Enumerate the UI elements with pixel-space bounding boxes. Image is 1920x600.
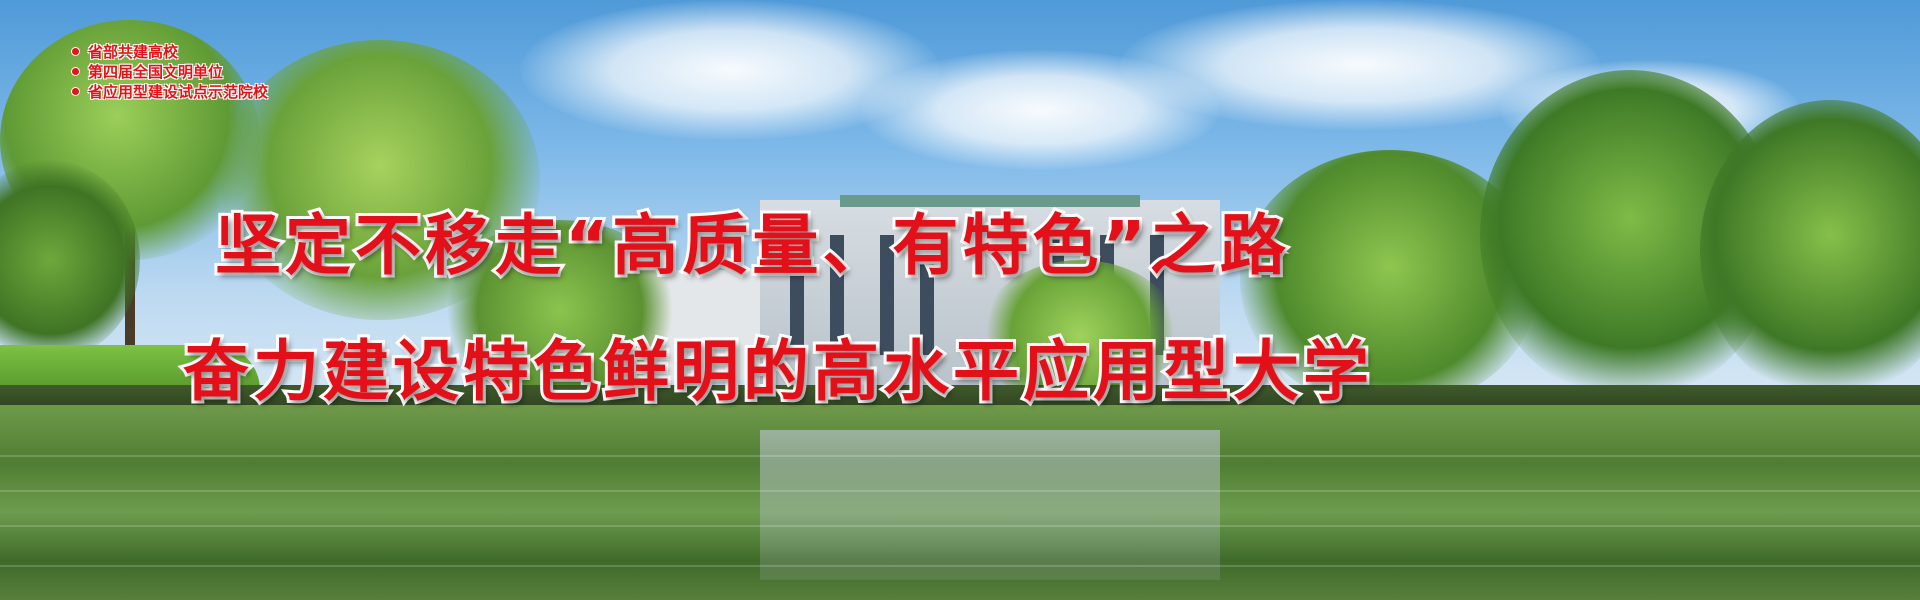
tree: [1700, 100, 1920, 400]
lawn: [0, 345, 260, 390]
building-window: [880, 235, 894, 355]
building-reflection: [760, 430, 1220, 580]
building-window: [920, 235, 934, 355]
bullet-dot-icon: [72, 68, 79, 75]
honors-list: 省部共建高校 第四届全国文明单位 省应用型建设试点示范院校: [70, 42, 268, 102]
honor-item: 第四届全国文明单位: [70, 62, 268, 82]
tree: [440, 220, 680, 400]
bullet-dot-icon: [72, 88, 79, 95]
honor-text: 第四届全国文明单位: [88, 63, 224, 81]
water-ripple: [0, 455, 1920, 457]
building-window: [830, 235, 844, 355]
water-ripple: [0, 565, 1920, 567]
water-ripple: [0, 525, 1920, 527]
honor-item: 省应用型建设试点示范院校: [70, 82, 268, 102]
tree: [0, 160, 140, 360]
honor-text: 省部共建高校: [88, 43, 179, 61]
building-window: [790, 235, 804, 355]
honor-text: 省应用型建设试点示范院校: [88, 83, 269, 101]
slogan-line-1: 坚定不移走“高质量、有特色”之路: [212, 204, 1290, 287]
honor-item: 省部共建高校: [70, 42, 268, 62]
bullet-dot-icon: [72, 48, 79, 55]
slogan-line-2: 奋力建设特色鲜明的高水平应用型大学: [180, 330, 1373, 413]
building-roof: [840, 195, 1140, 207]
water-ripple: [0, 490, 1920, 492]
